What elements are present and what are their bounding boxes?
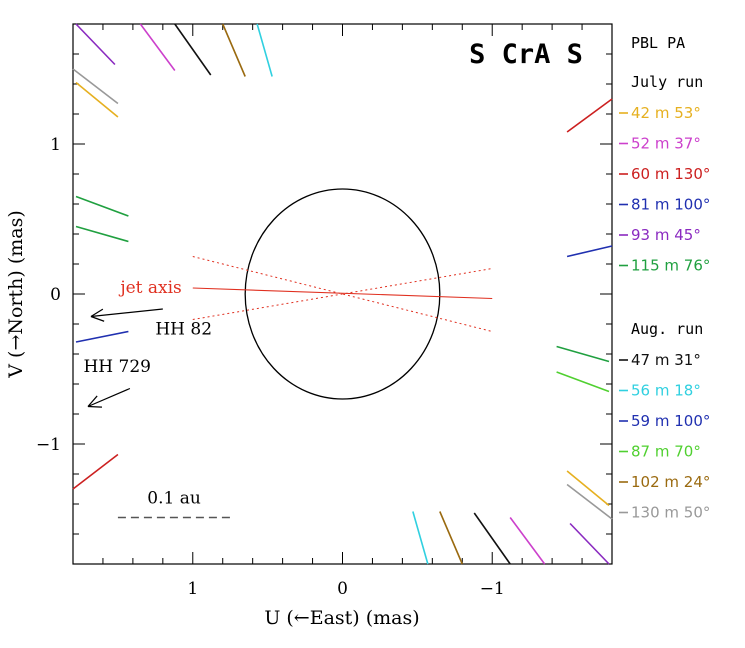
arrow-shaft bbox=[87, 387, 131, 408]
uv-segment bbox=[556, 371, 610, 393]
legend: PBL PA July run 42 m 53° 52 m 37° 60 m 130° 8… bbox=[619, 34, 710, 522]
uv-segment bbox=[221, 23, 246, 77]
uv-segment bbox=[72, 68, 119, 105]
annotation-label: HH 82 bbox=[155, 320, 212, 340]
y-tick-label: 1 bbox=[50, 135, 61, 155]
uv-segment bbox=[139, 23, 176, 71]
uv-segment bbox=[174, 23, 212, 76]
uv-segment bbox=[566, 98, 613, 133]
uv-segment bbox=[256, 23, 273, 77]
y-tick-label: 0 bbox=[50, 285, 61, 305]
legend-entry: 81 m 100° bbox=[631, 196, 710, 214]
uv-segment bbox=[509, 517, 546, 565]
jet-axis-label: jet axis bbox=[118, 278, 181, 298]
chart-title: S CrA S bbox=[469, 39, 583, 70]
uv-segment bbox=[556, 345, 610, 363]
jet-axis-line bbox=[192, 287, 493, 300]
uv-segment bbox=[75, 81, 119, 118]
annotation-label: HH 729 bbox=[83, 357, 151, 377]
uv-segment bbox=[566, 470, 610, 507]
uv-segment bbox=[569, 522, 610, 565]
x-axis-title: U (←East) (mas) bbox=[264, 607, 419, 629]
legend-entry: 102 m 24° bbox=[631, 473, 710, 491]
uv-segment bbox=[566, 483, 613, 520]
uv-segment bbox=[75, 225, 129, 243]
jet-axis-bound bbox=[192, 268, 493, 320]
legend-entry: 42 m 53° bbox=[631, 104, 701, 122]
arrow-head bbox=[87, 395, 98, 407]
arrow-head bbox=[87, 405, 102, 408]
jet-axis-bound bbox=[192, 256, 493, 332]
uv-segment bbox=[473, 512, 511, 565]
uv-segment bbox=[439, 511, 464, 565]
x-tick-label: 0 bbox=[337, 579, 348, 599]
uv-segment bbox=[75, 330, 129, 343]
uv-segment bbox=[412, 511, 429, 565]
y-axis-title: V (→North) (mas) bbox=[5, 210, 27, 378]
uv-segment bbox=[75, 195, 129, 217]
legend-entry: 115 m 76° bbox=[631, 257, 710, 275]
legend-group-label: Aug. run bbox=[631, 320, 703, 338]
model-ellipse bbox=[244, 188, 441, 400]
legend-entry: 93 m 45° bbox=[631, 226, 701, 244]
legend-group-label: July run bbox=[631, 73, 703, 91]
arrow-shaft bbox=[90, 308, 163, 318]
legend-entry: 52 m 37° bbox=[631, 135, 701, 153]
legend-entry: 130 m 50° bbox=[631, 504, 710, 522]
arrow-head bbox=[90, 308, 104, 318]
legend-entry: 59 m 100° bbox=[631, 412, 710, 430]
uv-segment bbox=[75, 23, 116, 66]
y-tick-label: −1 bbox=[36, 435, 61, 455]
legend-entry: 56 m 18° bbox=[631, 382, 701, 400]
legend-entry: 47 m 31° bbox=[631, 351, 701, 369]
x-tick-label: −1 bbox=[480, 579, 505, 599]
x-tick-label: 1 bbox=[187, 579, 198, 599]
legend-entry: 87 m 70° bbox=[631, 443, 701, 461]
arrow-head bbox=[90, 315, 105, 322]
uv-segment bbox=[72, 453, 119, 490]
legend-entry: 60 m 130° bbox=[631, 165, 710, 183]
uv-segment bbox=[566, 245, 613, 258]
legend-header: PBL PA bbox=[631, 34, 685, 52]
scale-bar-label: 0.1 au bbox=[147, 489, 201, 509]
